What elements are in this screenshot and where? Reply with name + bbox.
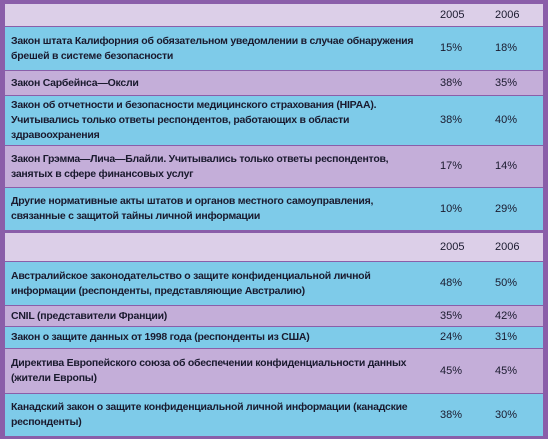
percent: 10% <box>432 188 487 230</box>
row-label: Закон об отчетности и безопасности медиц… <box>5 96 432 145</box>
row: Канадский закон о защите конфиденциально… <box>5 394 543 436</box>
row-label: Австралийское законодательство о защите … <box>5 262 432 305</box>
percent: 38% <box>432 96 487 145</box>
percent: 42% <box>487 306 543 326</box>
year-header: 2005 <box>432 233 487 261</box>
percent: 24% <box>432 327 487 348</box>
percent: 29% <box>487 188 543 230</box>
table-body: 2005 2006 Австралийское законодательство о… <box>5 232 543 437</box>
row: Другие нормативные акты штатов и органов… <box>5 188 543 230</box>
row: Закон Грэмма—Лича—Блайли. Учитывались то… <box>5 146 543 187</box>
row-label: Канадский закон о защите конфиденциально… <box>5 394 432 436</box>
percent: 14% <box>487 146 543 187</box>
percent: 30% <box>487 394 543 436</box>
percent: 40% <box>487 96 543 145</box>
row-label: Директива Европейского союза об обеспече… <box>5 349 432 393</box>
row: Закон о защите данных от 1998 года (респ… <box>5 327 543 348</box>
header-row: 2005 2006 <box>5 4 543 26</box>
percent: 35% <box>487 71 543 95</box>
year-header: 2006 <box>487 233 543 261</box>
row: Закон штата Калифорния об обязательном у… <box>5 27 543 70</box>
header-cell <box>5 233 432 261</box>
percent: 45% <box>432 349 487 393</box>
percent: 48% <box>432 262 487 305</box>
row: Закон об отчетности и безопасности медиц… <box>5 96 543 145</box>
percent: 35% <box>432 306 487 326</box>
row: Австралийское законодательство о защите … <box>5 262 543 305</box>
percent: 50% <box>487 262 543 305</box>
percent: 15% <box>432 27 487 70</box>
year-header: 2006 <box>487 4 543 26</box>
table-body: 2005 2006 Закон штата Калифорния об обязат… <box>5 3 543 231</box>
row-label: Закон штата Калифорния об обязательном у… <box>5 27 432 70</box>
table: 2005 2006 Австралийское законодательство о… <box>5 232 543 437</box>
percent: 18% <box>487 27 543 70</box>
percent: 38% <box>432 71 487 95</box>
header-row: 2005 2006 <box>5 233 543 261</box>
header-cell <box>5 4 432 26</box>
row-label: Другие нормативные акты штатов и органов… <box>5 188 432 230</box>
percent: 38% <box>432 394 487 436</box>
percent: 17% <box>432 146 487 187</box>
row: CNIL (представители Франции) 35% 42% <box>5 306 543 326</box>
percent: 31% <box>487 327 543 348</box>
row-label: CNIL (представители Франции) <box>5 306 432 326</box>
year-header: 2005 <box>432 4 487 26</box>
row-label: Закон Грэмма—Лича—Блайли. Учитывались то… <box>5 146 432 187</box>
percent: 45% <box>487 349 543 393</box>
row-label: Закон Сарбейнса—Оксли <box>5 71 432 95</box>
row-label: Закон о защите данных от 1998 года (респ… <box>5 327 432 348</box>
row: Закон Сарбейнса—Оксли 38% 35% <box>5 71 543 95</box>
table: 2005 2006 Закон штата Калифорния об обязат… <box>5 3 543 231</box>
row: Директива Европейского союза об обеспече… <box>5 349 543 393</box>
